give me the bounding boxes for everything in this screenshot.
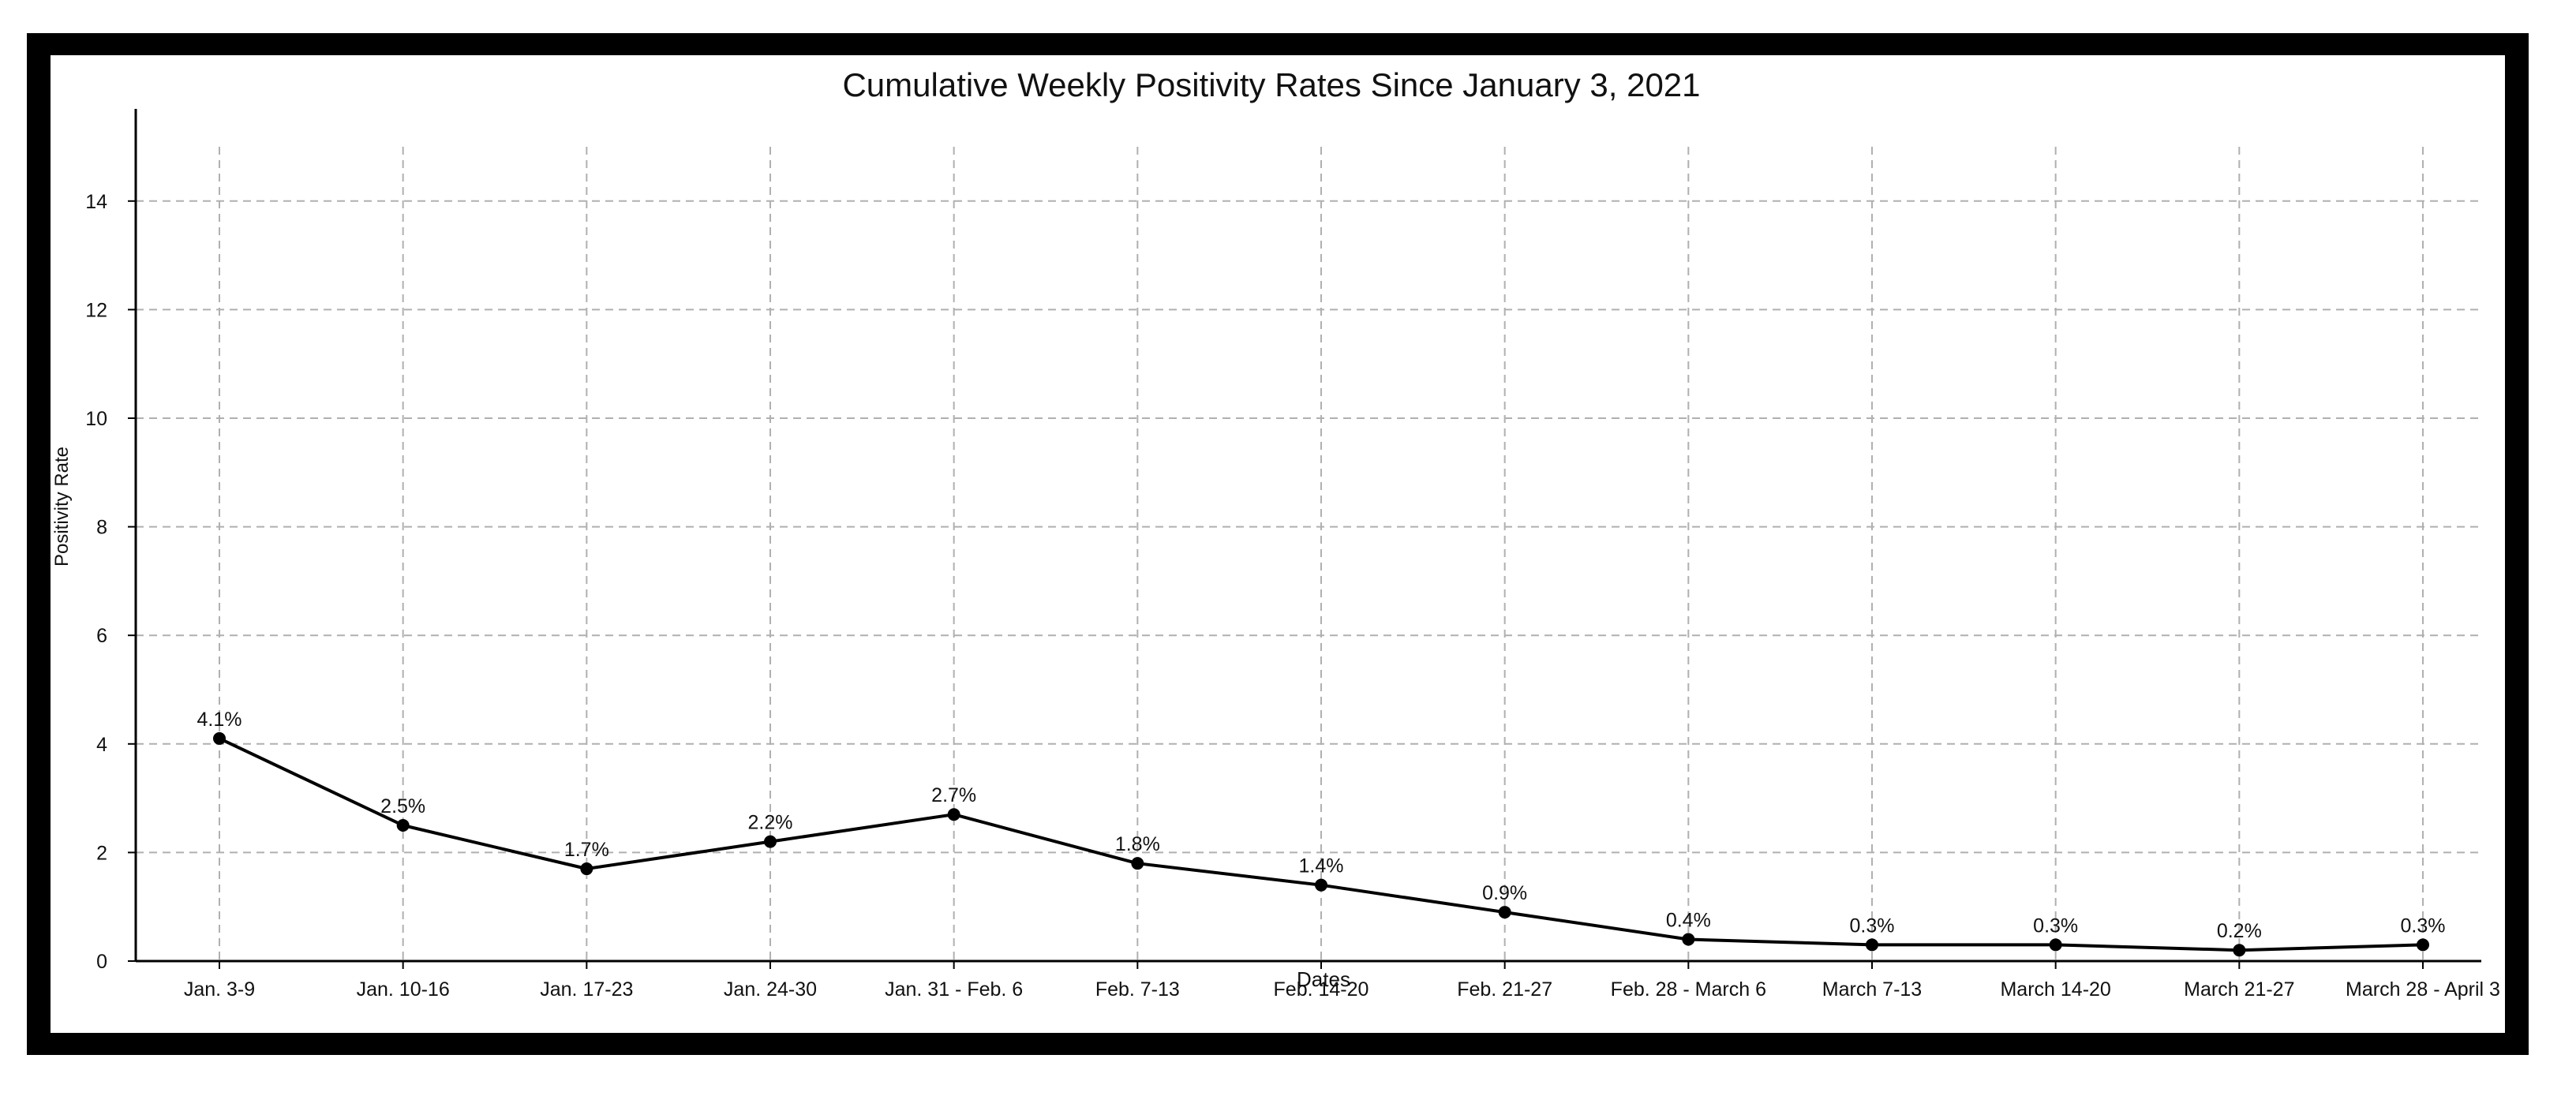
grid	[136, 147, 2481, 961]
data-label: 0.3%	[2401, 915, 2446, 937]
data-label: 2.7%	[931, 784, 976, 806]
data-label: 2.2%	[748, 812, 793, 834]
data-label: 1.8%	[1115, 833, 1160, 855]
data-point	[1498, 906, 1511, 919]
x-tick-label: Feb. 14-20	[1274, 978, 1369, 1001]
x-tick-label: March 14-20	[2000, 978, 2110, 1001]
data-point	[1315, 878, 1327, 892]
data-point	[2417, 938, 2429, 952]
y-axis-label: Positivity Rate	[51, 447, 73, 567]
data-label: 0.3%	[2033, 915, 2078, 937]
data-label: 1.7%	[564, 839, 609, 861]
data-labels: 4.1% 2.5% 1.7% 2.2% 2.7% 1.8% 1.4% 0.9% 0.4% 0.3%…	[197, 709, 2446, 942]
x-tick-label: March 28 - April 3	[2346, 978, 2500, 1001]
y-tick-label: 2	[96, 842, 107, 864]
x-tick-label: March 21-27	[2184, 978, 2294, 1001]
data-label: 0.3%	[1850, 915, 1895, 937]
data-point	[764, 835, 777, 848]
data-label: 4.1%	[197, 709, 242, 731]
x-tick-label: Jan. 10-16	[357, 978, 450, 1001]
chart-panel: Cumulative Weekly Positivity Rates Since…	[51, 55, 2505, 1033]
tick-labels: 0 2 4 6 8 10 12 14 Jan. 3-9 Jan. 10-16 Jan. 17-23 J…	[85, 191, 2500, 1001]
y-tick-label: 8	[96, 517, 107, 539]
x-tick-label: Jan. 17-23	[540, 978, 633, 1001]
data-point	[1682, 933, 1695, 946]
y-tick-label: 4	[96, 734, 107, 756]
data-point	[396, 819, 410, 832]
y-tick-label: 12	[85, 299, 107, 321]
data-point	[1866, 938, 1878, 952]
y-tick-label: 0	[96, 951, 107, 973]
x-tick-label: Jan. 3-9	[184, 978, 255, 1001]
axes	[128, 109, 2481, 969]
x-tick-label: March 7-13	[1822, 978, 1922, 1001]
x-tick-label: Feb. 7-13	[1095, 978, 1180, 1001]
data-point	[2049, 938, 2062, 952]
data-point	[2233, 944, 2246, 957]
data-label: 0.2%	[2217, 920, 2262, 942]
data-point	[580, 862, 593, 876]
x-tick-label: Feb. 21-27	[1457, 978, 1552, 1001]
data-point	[1131, 857, 1144, 870]
x-axis-label: Dates	[1297, 967, 1350, 991]
y-tick-label: 10	[85, 408, 107, 430]
chart-frame: Cumulative Weekly Positivity Rates Since…	[27, 33, 2529, 1055]
positivity-line-chart: Cumulative Weekly Positivity Rates Since…	[51, 66, 2500, 1001]
x-tick-label: Jan. 31 - Feb. 6	[885, 978, 1023, 1001]
x-tick-label: Jan. 24-30	[724, 978, 817, 1001]
data-point	[947, 808, 960, 821]
data-label: 0.4%	[1666, 909, 1711, 931]
x-tick-label: Feb. 28 - March 6	[1611, 978, 1766, 1001]
y-tick-label: 14	[85, 191, 107, 213]
data-label: 2.5%	[380, 795, 425, 817]
data-point	[213, 731, 226, 745]
data-points	[213, 731, 2429, 957]
data-label: 0.9%	[1482, 882, 1527, 904]
y-tick-label: 6	[96, 625, 107, 647]
data-label: 1.4%	[1299, 855, 1344, 877]
chart-title: Cumulative Weekly Positivity Rates Since…	[842, 66, 1700, 103]
